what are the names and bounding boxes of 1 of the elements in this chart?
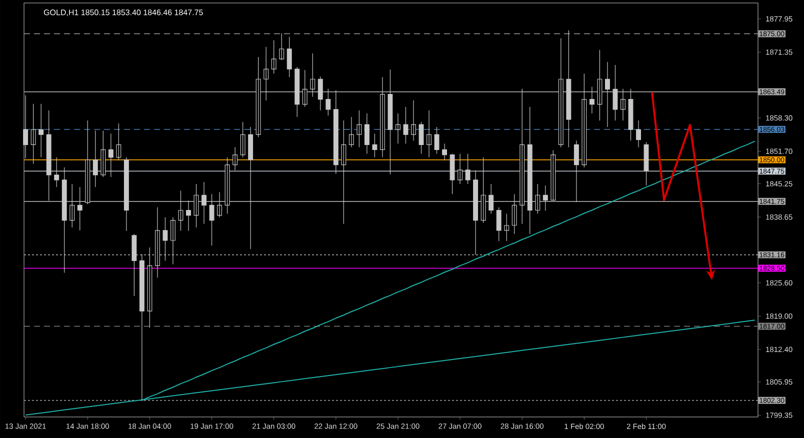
text: GOLD,H1 1850.15 1853.40 1846.46 1847.75 [44, 10, 203, 16]
